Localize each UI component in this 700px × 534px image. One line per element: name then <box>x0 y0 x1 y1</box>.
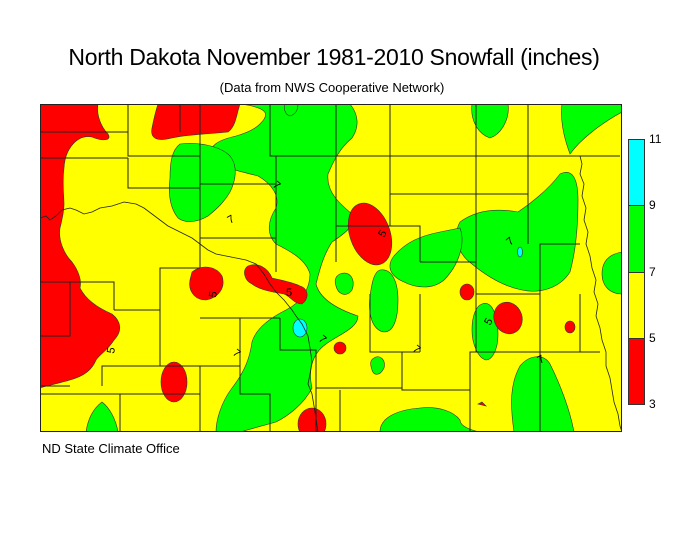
map-border <box>40 104 622 432</box>
region-3-5-tiny-south <box>477 401 487 407</box>
region-3-5-tiny-1 <box>333 341 347 355</box>
colorbar-tick: 3 <box>649 397 656 411</box>
region-7-9-small-center <box>334 272 354 295</box>
colorbar-tick: 11 <box>649 132 662 146</box>
region-7-9-tiny-south <box>370 356 385 375</box>
region-9-11-central <box>292 318 308 338</box>
contour-label: 5 <box>376 228 389 239</box>
contour-label: 5 <box>207 290 220 298</box>
county-boundaries <box>40 104 620 432</box>
colorbar-tick: 5 <box>649 331 656 345</box>
river-lines <box>40 155 622 432</box>
region-3-5-tiny-east <box>564 320 576 334</box>
region-7-9-southeast <box>511 356 575 432</box>
colorbar-bin-5-7 <box>628 272 645 339</box>
region-3-5-south <box>297 407 327 432</box>
contour-label: 7 <box>226 213 237 226</box>
contour-label: 5 <box>105 346 118 354</box>
contour-label: 5 <box>286 287 292 299</box>
region-7-9-east-central <box>389 227 463 288</box>
chart-title-text: North Dakota November 1981-2010 Snowfall… <box>68 44 600 70</box>
region-3-5-tiny-2 <box>459 283 475 301</box>
region-3-5-west <box>40 104 121 389</box>
colorbar-bin-7-9 <box>628 205 645 273</box>
region-3-5-north-central <box>347 202 393 266</box>
colorbar-tick: 7 <box>649 265 656 279</box>
contour-label: 7 <box>536 353 547 366</box>
colorbar-bin-3-5 <box>628 338 645 405</box>
region-7-9-east-edge <box>601 251 622 295</box>
region-3-5-north <box>151 104 241 140</box>
contour-label: 5 <box>482 316 495 327</box>
region-3-5-west-central-1 <box>189 266 224 301</box>
region-7-9-south-central <box>379 407 481 432</box>
chart-subtitle: (Data from NWS Cooperative Network) <box>0 80 700 95</box>
region-7-9-central-blob <box>369 269 399 333</box>
colorbar-bin-9-11 <box>628 139 645 206</box>
colorbar-tick: 9 <box>649 198 656 212</box>
region-7-9-northwest-lobe <box>168 143 236 222</box>
region-7-9-north-blob <box>471 104 509 139</box>
chart-subtitle-text: (Data from NWS Cooperative Network) <box>219 80 445 95</box>
colorbar <box>628 139 645 405</box>
region-7-9-southwest <box>85 401 119 432</box>
chart-title: North Dakota November 1981-2010 Snowfall… <box>0 44 700 71</box>
region-7-9-northeast-corner <box>561 104 622 155</box>
region-3-5-west-central-2 <box>244 264 308 305</box>
region-7-9-top-small <box>284 104 299 117</box>
region-3-5-southwest-oval <box>160 361 188 403</box>
source-credit: ND State Climate Office <box>42 441 180 456</box>
snowfall-contour-map: 7 7 7 5 5 5 5 7 7 7 5 7 <box>40 104 622 432</box>
region-3-5-east-central <box>493 301 523 335</box>
region-9-11-east <box>517 246 523 258</box>
